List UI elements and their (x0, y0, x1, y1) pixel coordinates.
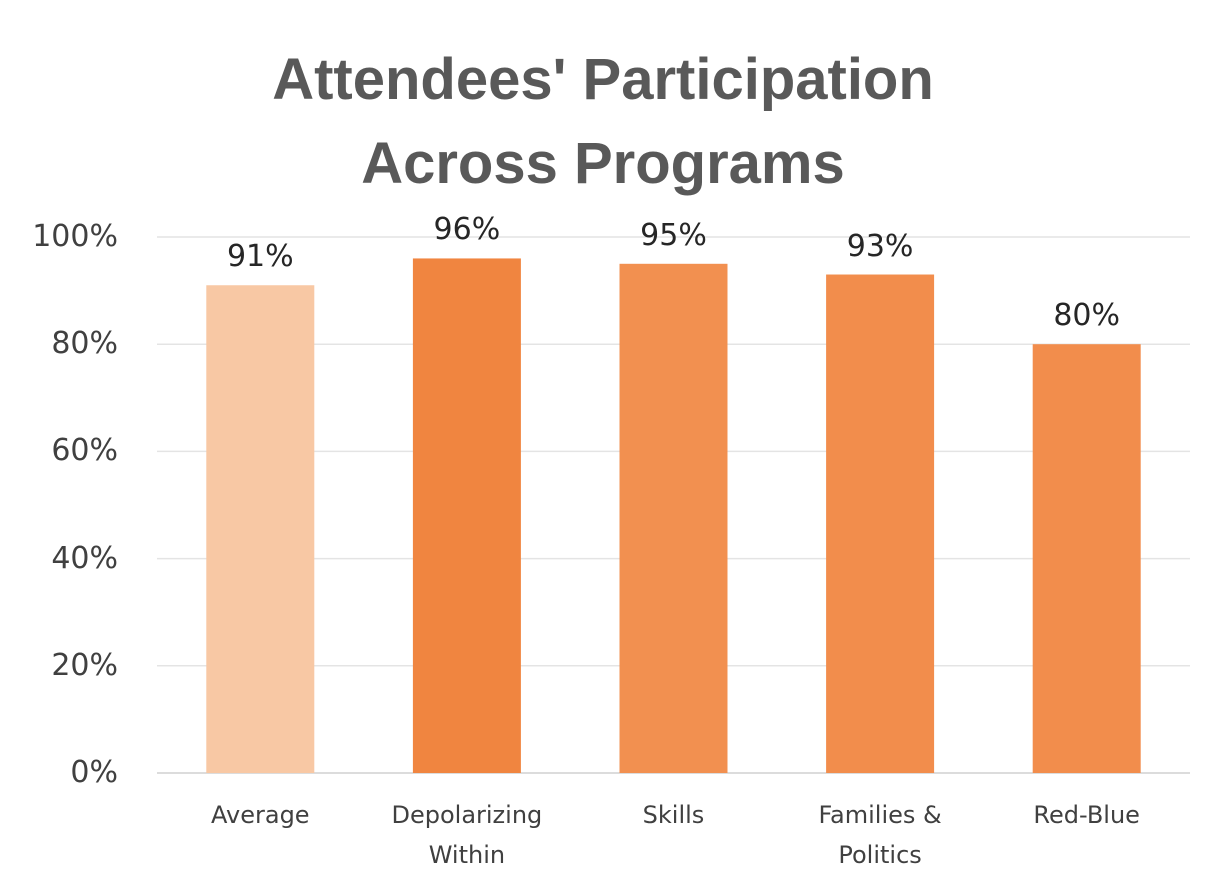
y-tick-label: 0% (70, 755, 118, 790)
value-label: 91% (226, 239, 294, 275)
value-label: 96% (433, 212, 501, 248)
bar (826, 274, 935, 773)
x-tick-label: Red-Blue (1033, 801, 1140, 829)
value-label: 93% (846, 228, 914, 264)
y-tick-label: 80% (51, 326, 118, 362)
x-tick-label: Families & Politics (818, 801, 942, 869)
x-tick-label: Depolarizing Within (391, 801, 543, 869)
y-tick-label: 20% (51, 647, 118, 683)
bar (1032, 344, 1141, 773)
value-label: 95% (640, 217, 707, 253)
y-tick-label: 60% (51, 433, 118, 469)
x-tick-label: Skills (642, 801, 705, 829)
x-tick-label: Average (211, 801, 310, 829)
y-tick-label: 100% (32, 219, 118, 254)
bar (412, 258, 521, 773)
bar (619, 263, 728, 773)
y-tick-label: 40% (51, 540, 118, 576)
bar (206, 285, 315, 773)
chart-title: Attendees' Participation Across Programs (272, 47, 934, 196)
value-label: 80% (1053, 298, 1121, 334)
